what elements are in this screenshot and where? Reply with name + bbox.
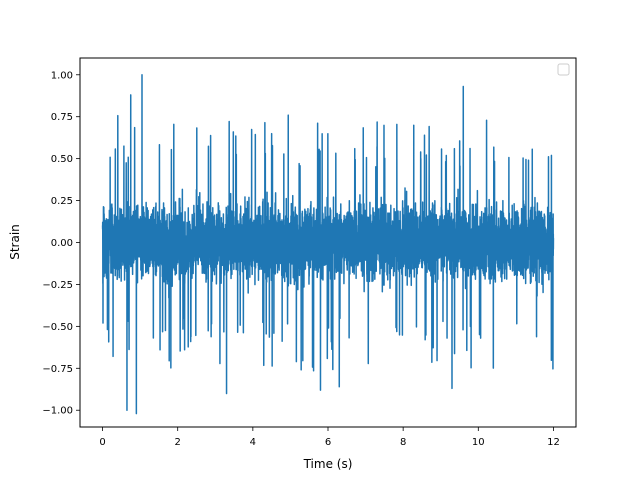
y-tick-label: −1.00 (42, 406, 73, 417)
y-axis-label: Strain (8, 224, 22, 260)
y-tick-label: 1.00 (51, 70, 73, 81)
strain-series-line (101, 74, 555, 415)
y-tick-label: 0.50 (51, 154, 73, 165)
x-tick-label: 2 (175, 437, 181, 448)
y-tick-label: −0.50 (42, 322, 73, 333)
y-tick-label: −0.25 (42, 280, 73, 291)
y-tick-label: 0.75 (51, 112, 73, 123)
y-tick-label: 0.00 (51, 238, 73, 249)
x-tick-label: 10 (472, 437, 485, 448)
x-axis-ticks: 0 2 4 6 8 10 12 (99, 427, 560, 448)
y-tick-label: 0.25 (51, 196, 73, 207)
x-tick-label: 6 (325, 437, 331, 448)
legend-box (557, 63, 570, 76)
series-layer (101, 74, 555, 415)
y-axis-ticks: −1.00 −0.75 −0.50 −0.25 0.00 0.25 0.50 0.75 1.00 (42, 70, 80, 417)
x-axis-label: Time (s) (303, 457, 353, 471)
x-tick-label: 12 (547, 437, 560, 448)
x-tick-label: 4 (250, 437, 256, 448)
x-tick-label: 8 (400, 437, 406, 448)
x-tick-label: 0 (99, 437, 105, 448)
y-tick-label: −0.75 (42, 364, 73, 375)
